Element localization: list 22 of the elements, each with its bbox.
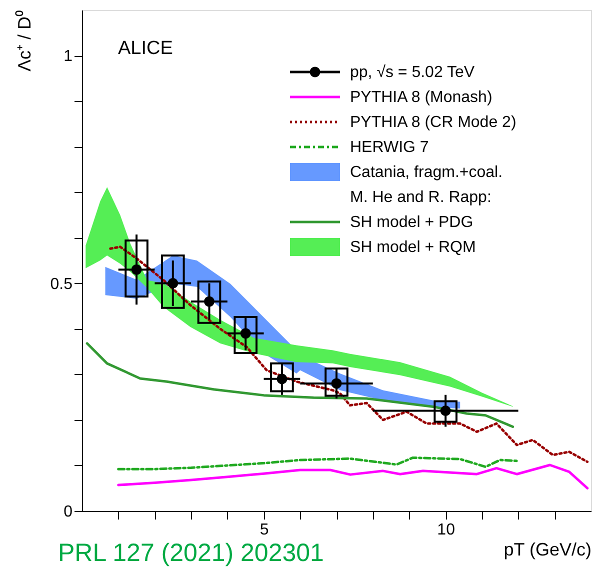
x-tick-label: 5 [260, 522, 269, 538]
point [131, 264, 142, 275]
line-series [86, 342, 514, 428]
legend-label: PYTHIA 8 (CR Mode 2) [350, 114, 516, 131]
annotation: ALICE [118, 38, 173, 59]
text: PRL 127 (2021) 202301 [58, 539, 324, 567]
line-series [117, 456, 518, 470]
y-tick-label: 0 [64, 504, 73, 520]
x-axis-title: pT (GeV/c) [504, 540, 592, 560]
legend-label: pp, √s = 5.02 TeV [350, 64, 475, 81]
legend-label: PYTHIA 8 (Monash) [350, 89, 492, 106]
legend-label: SH model + PDG [350, 214, 474, 231]
y-tick-label: 0.5 [50, 276, 73, 293]
point [168, 278, 178, 289]
y-tick-label: 1 [64, 48, 73, 66]
line-series [117, 464, 589, 490]
legend-label: Catania, fragm.+coal. [350, 164, 503, 181]
legend-label: HERWIG 7 [350, 139, 429, 156]
legend-label: SH model + RQM [350, 239, 476, 256]
y-axis-title: Λc⁺ / D⁰ [14, 10, 34, 72]
x-tick-label: 10 [437, 522, 456, 538]
annotation: M. He and R. Rapp: [350, 189, 492, 206]
